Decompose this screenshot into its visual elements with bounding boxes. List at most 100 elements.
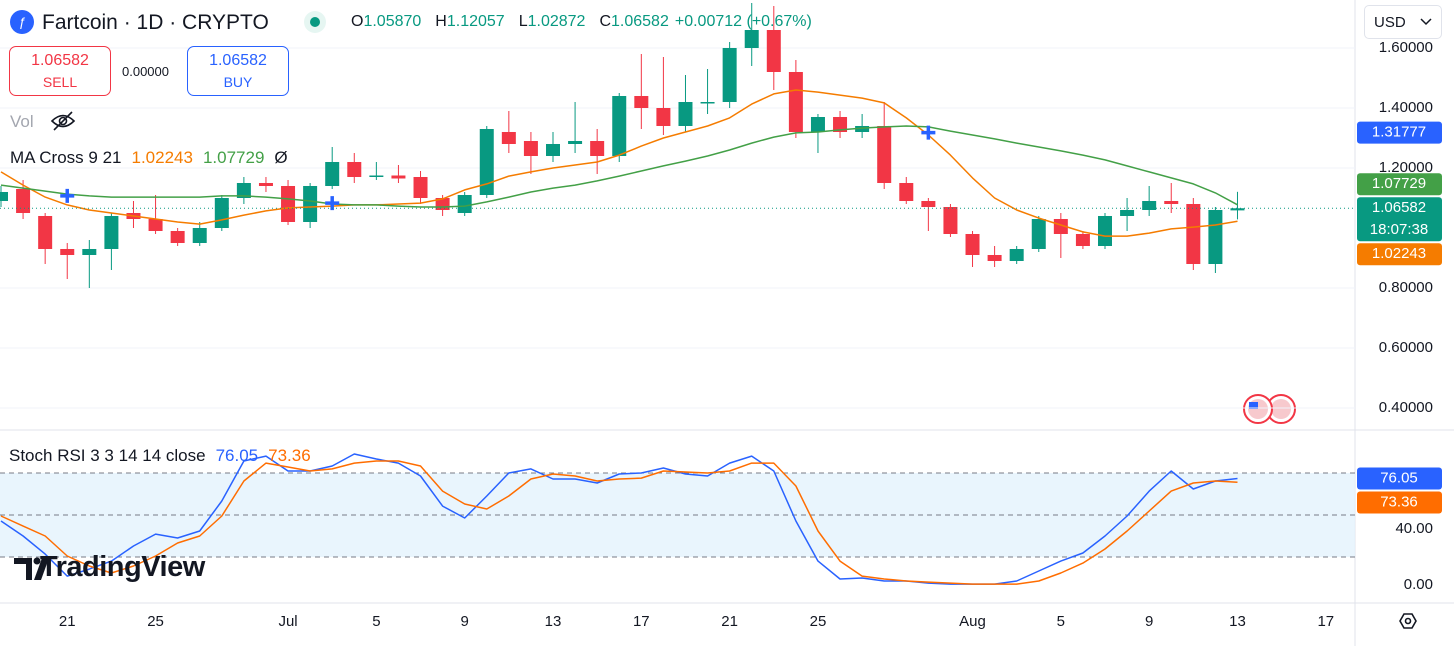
candle-body [722,47,737,102]
hidden-eye[interactable] [50,110,76,136]
ohlc-key: H [435,13,447,30]
ohlc-item: O1.05870 [351,14,421,30]
x-tick-label: 21 [721,613,738,630]
candle-body [1075,233,1090,246]
buy-button[interactable]: 1.06582 BUY [187,46,289,96]
candle-body [546,143,560,156]
price-label: 73.36 [1380,494,1418,511]
y-tick-label: 40.00 [1395,520,1433,537]
candle-body [877,125,892,183]
stoch-line [0,460,1238,585]
x-tick-label: Aug [959,613,986,630]
candle-body [788,71,803,132]
candle-body [634,95,649,108]
candle-body [590,140,605,156]
event-flags[interactable] [1243,394,1296,424]
eye-strike [53,111,73,131]
price-label-box [1357,173,1442,196]
price-label: 18:07:38 [1370,221,1428,238]
candle-body [766,29,781,72]
candle-body [60,248,75,255]
candle-body [104,215,119,249]
ohlc-key: C [599,13,612,30]
stoch-legend: Stoch RSI 3 3 14 14 close 76.05 73.36 [9,447,311,464]
pane [0,453,1355,585]
candle-body [303,185,318,222]
candle-body [369,175,384,177]
watermark-logo [14,557,49,580]
candle-body [236,182,251,198]
candle-body [82,248,97,255]
x-tick-label: 17 [633,613,650,630]
ma-fast-value: 1.02243 [131,148,193,167]
candle-body [1120,209,1135,216]
ma-slow-value: 1.07729 [202,148,265,167]
y-tick-label: 1.40000 [1379,99,1433,116]
candle-body [413,176,428,198]
stoch-k-value: 76.05 [215,446,259,465]
price-label: 1.06582 [1372,199,1426,216]
price-label-box [1357,121,1442,144]
ohlc-key: O [351,13,364,30]
buy-label: BUY [223,74,253,90]
spread: 0.00000 [122,64,169,79]
ohlc-item: H1.12057 [435,14,504,30]
chevron [1420,18,1432,26]
candle-body [1053,218,1068,234]
x-tick-label: 9 [1145,613,1153,630]
candle-body [921,200,936,207]
volume-legend: Vol [10,112,34,131]
cross-marker [60,188,75,203]
candle-body [568,140,583,144]
candle-body [38,215,53,249]
status-core [310,17,320,27]
sell-price: 1.06582 [31,52,89,69]
flag-icon-fill [1271,399,1291,419]
candle-body [1009,248,1024,261]
candle-body [987,254,1002,261]
sell-button[interactable]: 1.06582 SELL [9,46,111,96]
ohlc-item: L1.02872 [519,14,586,30]
x-tick-label: 13 [1229,613,1246,630]
candle-body [214,197,229,228]
x-tick-label: 25 [810,613,827,630]
eye-pupil [58,116,68,126]
coin-circle [10,10,34,34]
candle-body [1208,209,1223,264]
settings-icon[interactable] [1399,613,1417,629]
candle-body [258,182,273,186]
candle-body [170,230,185,243]
settings-icon-center [1404,617,1412,625]
price-label: 1.02243 [1372,245,1426,262]
price-label: 1.07729 [1372,175,1426,192]
x-tick-label: 5 [372,613,380,630]
y-tick-label: 1.60000 [1379,39,1433,56]
cross-marker [921,125,936,140]
logo-seven [14,558,32,580]
price-label: 1.31777 [1372,124,1426,141]
currency-select[interactable]: USD [1364,5,1442,39]
ohlc-value: 1.12057 [446,13,505,30]
candle-body [965,233,980,255]
pane [0,2,1355,409]
coin-icon: ƒ [10,10,34,34]
price-label-box [1357,491,1442,514]
symbol-icon: ƒ [9,9,35,39]
ohlc-key: L [518,13,528,30]
price-label-box [1357,467,1442,490]
candle-body [479,128,494,195]
candle-body [656,107,671,126]
candle-body [325,161,340,186]
flag-canton [1249,402,1258,409]
candle-body [501,131,516,144]
y-tick-label: 1.20000 [1379,159,1433,176]
logo-dot [33,557,41,565]
x-tick-label: 21 [59,613,76,630]
candle-body [347,161,362,177]
candle-body [523,140,538,156]
y-tick-label: 0.40000 [1379,399,1433,416]
price-label: 76.05 [1380,470,1418,487]
price-label-box [1357,197,1442,242]
candle-body [1164,200,1179,204]
